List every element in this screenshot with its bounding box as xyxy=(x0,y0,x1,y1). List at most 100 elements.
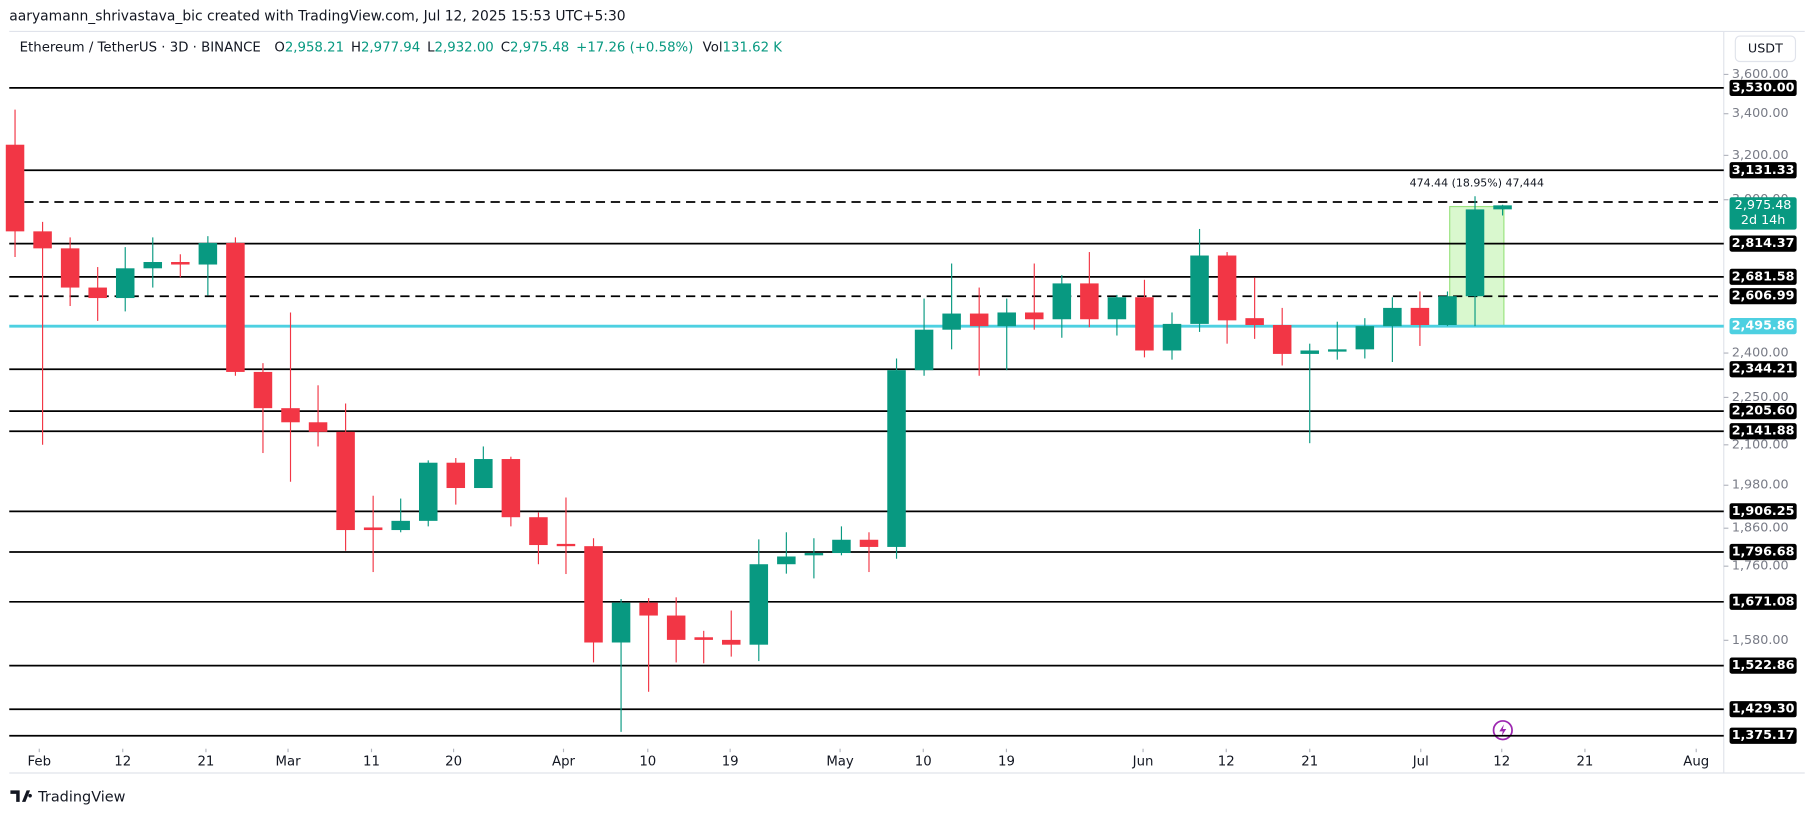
candle-body xyxy=(1245,318,1264,326)
x-tick-label: 11 xyxy=(363,754,380,769)
last-price-box xyxy=(1729,197,1797,230)
candle-body xyxy=(198,242,218,265)
candle-body xyxy=(887,370,906,547)
legend-volume-key: Vol xyxy=(703,41,723,56)
candle-body xyxy=(143,262,163,269)
candle-body xyxy=(474,459,493,489)
candle-body xyxy=(584,546,603,643)
x-tick-label: Jun xyxy=(1132,754,1154,769)
x-tick-label: 12 xyxy=(1493,754,1510,769)
candle-body xyxy=(1410,307,1430,326)
level-label-box xyxy=(1729,162,1797,179)
candle-body xyxy=(1080,283,1099,320)
level-label: 3,530.00 xyxy=(1732,79,1795,94)
candle-body xyxy=(418,462,438,521)
legend-value: 2,975.48 xyxy=(510,41,569,56)
measure-label: 474.44 (18.95%) 47,444 xyxy=(1410,176,1544,189)
candle-body xyxy=(446,462,466,489)
y-tick-label: 3,600.00 xyxy=(1732,66,1789,81)
alert-icon[interactable] xyxy=(1492,720,1513,741)
level-label: 1,522.86 xyxy=(1732,657,1795,672)
footer-logo xyxy=(10,790,32,802)
y-tick-label: 1,580.00 xyxy=(1732,632,1789,647)
footer: TradingView xyxy=(37,789,126,805)
level-label-box xyxy=(1729,657,1797,674)
candle-body xyxy=(308,422,328,432)
x-tick-label: 12 xyxy=(114,754,131,769)
candle-body xyxy=(942,313,961,330)
candle-body xyxy=(529,517,548,546)
candle-body xyxy=(1217,255,1237,321)
currency-box[interactable] xyxy=(1734,35,1797,63)
candle-body xyxy=(639,602,658,616)
candle-body xyxy=(1438,296,1457,326)
x-tick-label: Mar xyxy=(275,754,301,769)
candle-body xyxy=(1107,297,1127,320)
legend-key: C xyxy=(501,41,510,56)
candle-body xyxy=(1272,325,1292,354)
candle-body xyxy=(859,539,879,547)
legend-key: O xyxy=(274,41,284,56)
candle-body xyxy=(721,639,741,645)
legend-value: 2,932.00 xyxy=(435,41,494,56)
candle-body xyxy=(749,564,769,645)
level-label: 2,814.37 xyxy=(1732,235,1795,250)
candle-body xyxy=(556,543,576,547)
candle-body xyxy=(115,268,135,299)
legend-key: H xyxy=(351,41,361,56)
candle-body xyxy=(914,329,934,371)
candle-body xyxy=(997,312,1016,327)
x-tick-label: Aug xyxy=(1683,754,1709,769)
candle-body xyxy=(1355,326,1375,350)
legend-change: +17.26 (+0.58%) xyxy=(576,41,693,56)
candle-body xyxy=(88,287,107,299)
candle-body xyxy=(1052,283,1072,320)
candle-body xyxy=(1135,297,1154,351)
level-label: 1,796.68 xyxy=(1732,544,1795,559)
attribution: aaryamann_shrivastava_bic created with T… xyxy=(9,8,625,24)
x-tick-label: 21 xyxy=(197,754,214,769)
level-label: 2,205.60 xyxy=(1732,403,1795,418)
level-label-box xyxy=(1729,288,1797,305)
candle-body xyxy=(5,144,25,232)
level-label: 2,344.21 xyxy=(1732,361,1795,376)
candle-body xyxy=(363,527,383,531)
currency: USDT xyxy=(1748,40,1783,55)
candle-body xyxy=(391,520,410,531)
x-tick-label: 21 xyxy=(1301,754,1318,769)
level-label: 2,141.88 xyxy=(1732,423,1795,438)
candle-body xyxy=(1025,312,1044,320)
x-tick-label: 20 xyxy=(445,754,462,769)
candle-body xyxy=(1162,323,1182,351)
candle-body xyxy=(832,539,851,554)
level-label-box xyxy=(1729,503,1797,520)
level-label: 1,671.08 xyxy=(1732,593,1795,608)
x-tick-label: Feb xyxy=(28,754,52,769)
y-tick-label: 3,400.00 xyxy=(1732,105,1789,120)
level-label-box xyxy=(1729,543,1797,561)
candle-body xyxy=(611,602,631,643)
candle-body xyxy=(253,371,273,409)
level-label: 1,375.17 xyxy=(1732,727,1795,742)
x-tick-label: 19 xyxy=(998,754,1015,769)
level-label-box xyxy=(1729,268,1797,285)
level-label: 3,131.33 xyxy=(1732,162,1795,177)
level-label-box xyxy=(1729,318,1797,335)
x-tick-label: Apr xyxy=(552,754,576,769)
candle-body xyxy=(1383,307,1402,327)
y-tick-label: 1,860.00 xyxy=(1732,520,1789,535)
candle-body xyxy=(281,408,300,423)
y-tick-label: 1,760.00 xyxy=(1732,558,1789,573)
last-price-label: 2,975.48 xyxy=(1735,197,1792,212)
candle-body xyxy=(1493,205,1512,210)
y-tick-label: 2,400.00 xyxy=(1732,345,1789,360)
candle-body xyxy=(501,459,521,518)
level-label-box xyxy=(1729,402,1797,420)
symbol: Ethereum / TetherUS · 3D · BINANCE xyxy=(20,41,261,56)
level-label: 1,906.25 xyxy=(1732,503,1795,518)
x-tick-label: 21 xyxy=(1576,754,1593,769)
candle-body xyxy=(694,637,713,640)
candle-body xyxy=(1328,349,1347,352)
x-tick-label: 10 xyxy=(915,754,932,769)
candle-body xyxy=(226,242,245,372)
